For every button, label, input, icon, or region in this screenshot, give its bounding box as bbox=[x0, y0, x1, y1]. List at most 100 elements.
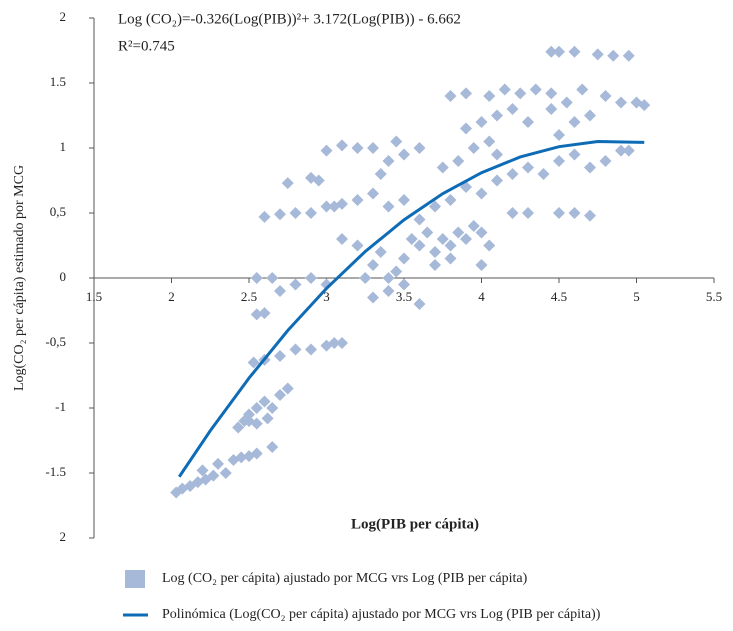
scatter-point bbox=[398, 194, 410, 206]
scatter-point bbox=[444, 90, 457, 102]
scatter-point bbox=[475, 259, 488, 271]
scatter-point bbox=[305, 272, 317, 284]
scatter-point bbox=[281, 382, 294, 395]
y-tick-label: 0 bbox=[60, 269, 67, 284]
scatter-point bbox=[258, 395, 271, 408]
scatter-point bbox=[398, 148, 410, 161]
scatter-point bbox=[351, 194, 364, 206]
y-tick-label: 0,5 bbox=[50, 204, 66, 219]
scatter-point bbox=[281, 177, 294, 190]
scatter-point bbox=[336, 337, 348, 349]
scatter-point bbox=[491, 148, 503, 161]
scatter-point bbox=[382, 285, 395, 297]
scatter-point bbox=[207, 469, 220, 482]
scatter-point bbox=[506, 103, 519, 115]
scatter-point bbox=[382, 155, 395, 167]
scatter-point bbox=[398, 252, 410, 265]
x-axis-title: Log(PIB per cápita) bbox=[351, 516, 479, 532]
scatter-point bbox=[405, 233, 418, 245]
scatter-point bbox=[444, 252, 457, 265]
scatter-point bbox=[599, 90, 612, 102]
scatter-point bbox=[390, 265, 403, 278]
scatter-point bbox=[250, 447, 263, 460]
y-tick-label: -1.5 bbox=[45, 464, 66, 479]
scatter-point bbox=[506, 207, 519, 219]
scatter-point bbox=[584, 109, 596, 122]
scatter-point bbox=[475, 116, 488, 128]
trend-line bbox=[178, 139, 645, 478]
legend-label: Polinómica (Log(CO₂ per cápita) ajustado… bbox=[162, 607, 601, 622]
scatter-point bbox=[576, 83, 589, 96]
scatter-point bbox=[429, 259, 441, 271]
scatter-point bbox=[312, 174, 325, 187]
equation: Log (CO₂)=-0.326(Log(PIB))²+ 3.172(Log(P… bbox=[118, 11, 461, 27]
scatter-point bbox=[475, 226, 488, 239]
scatter-point bbox=[305, 343, 317, 356]
scatter-point bbox=[247, 356, 260, 369]
x-tick-label: 2 bbox=[168, 289, 175, 304]
scatter-point bbox=[413, 213, 426, 226]
scatter-point bbox=[289, 278, 302, 291]
scatter-point bbox=[266, 402, 279, 414]
scatter-point bbox=[483, 135, 496, 148]
scatter-point bbox=[545, 103, 558, 115]
scatter-point bbox=[545, 45, 558, 58]
y-tick-label: 1 bbox=[60, 139, 67, 154]
scatter-point bbox=[250, 272, 263, 284]
x-tick-label: 5 bbox=[633, 289, 640, 304]
scatter-point bbox=[429, 246, 441, 258]
scatter-point bbox=[196, 464, 209, 477]
scatter-point bbox=[436, 233, 449, 245]
legend-marker-scatter bbox=[125, 570, 145, 588]
scatter-point bbox=[274, 208, 286, 221]
scatter-point bbox=[250, 402, 263, 414]
scatter-point bbox=[522, 207, 534, 219]
y-tick-label: -0,5 bbox=[45, 334, 66, 349]
scatter-point bbox=[320, 200, 333, 213]
scatter-point bbox=[529, 83, 542, 96]
scatter-point bbox=[413, 298, 426, 310]
scatter-point bbox=[261, 412, 274, 425]
scatter-point bbox=[336, 139, 348, 152]
scatter-point bbox=[522, 116, 534, 128]
scatter-point bbox=[390, 135, 403, 148]
scatter-point bbox=[553, 155, 565, 167]
y-tick-label: 1.5 bbox=[50, 74, 66, 89]
r-squared: R²=0.745 bbox=[118, 38, 175, 54]
scatter-point bbox=[553, 207, 565, 219]
scatter-point bbox=[421, 226, 434, 239]
scatter-point bbox=[638, 99, 651, 112]
scatter-point bbox=[460, 87, 472, 100]
scatter-point bbox=[498, 83, 511, 96]
scatter-point bbox=[491, 174, 503, 187]
scatter-point bbox=[506, 168, 519, 180]
scatter-point bbox=[475, 187, 488, 200]
y-tick-label: -1 bbox=[55, 399, 66, 414]
scatter-point bbox=[460, 233, 472, 245]
scatter-point bbox=[359, 272, 372, 284]
scatter-point bbox=[460, 122, 472, 135]
scatter-point bbox=[367, 187, 379, 200]
scatter-point bbox=[235, 451, 248, 464]
scatter-point bbox=[367, 259, 379, 271]
scatter-point bbox=[491, 109, 503, 122]
scatter-point bbox=[429, 200, 441, 213]
scatter-point bbox=[374, 168, 387, 180]
scatter-point bbox=[413, 239, 426, 252]
x-tick-label: 1.5 bbox=[86, 289, 102, 304]
scatter-point bbox=[367, 142, 379, 154]
scatter-point bbox=[467, 220, 480, 232]
scatter-point bbox=[568, 148, 581, 161]
scatter-point bbox=[232, 421, 245, 434]
scatter-point bbox=[289, 207, 302, 219]
scatter-point bbox=[444, 239, 457, 252]
scatter-point bbox=[483, 90, 496, 102]
scatter-point bbox=[568, 45, 581, 58]
scatter-point bbox=[545, 87, 558, 100]
scatter-point bbox=[436, 161, 449, 174]
scatter-point bbox=[615, 96, 627, 109]
scatter-point bbox=[382, 200, 395, 213]
x-tick-label: 5.5 bbox=[706, 289, 722, 304]
scatter-point bbox=[553, 45, 565, 58]
